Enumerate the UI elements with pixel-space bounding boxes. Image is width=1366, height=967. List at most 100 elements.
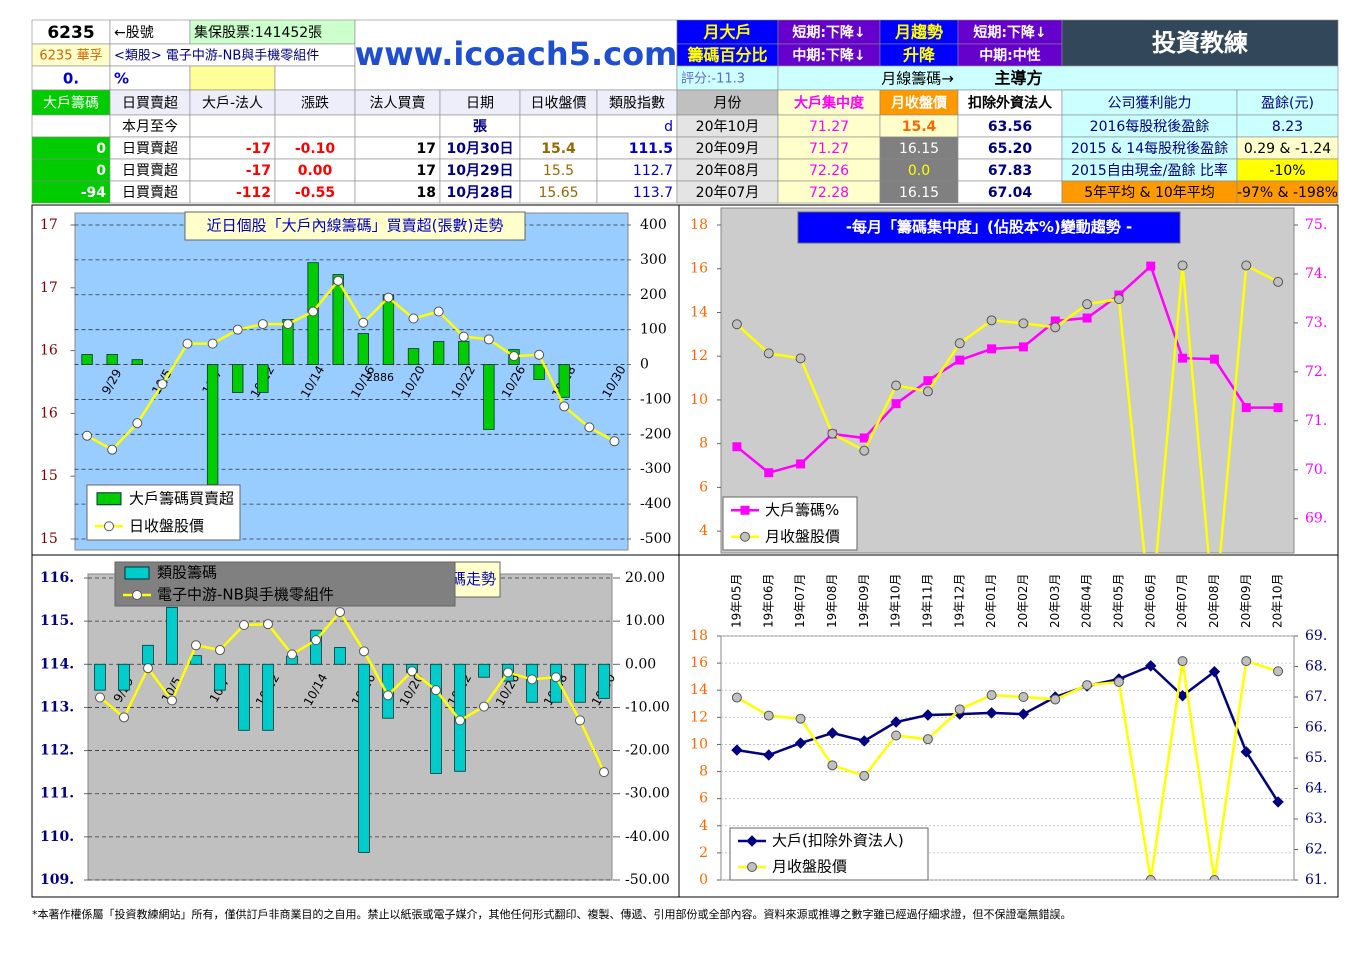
cell-text: 本月至今 [122, 119, 178, 135]
tick-label: 20.00 [625, 570, 665, 586]
cell-text: 8.23 [1272, 119, 1303, 135]
marker [1177, 656, 1188, 667]
marker [479, 701, 489, 712]
cell-bg [354, 19, 678, 91]
tick-label: -10.00 [625, 699, 670, 715]
cell-bg [189, 65, 276, 91]
marker [763, 348, 774, 359]
tick-label: 6 [699, 479, 708, 495]
tick-label: 14 [690, 304, 708, 320]
marker [923, 376, 933, 386]
tick-label: 72. [1305, 364, 1327, 380]
legend-swatch [124, 566, 150, 580]
marker [827, 428, 838, 439]
cell-text: 短期:下降↓ [792, 24, 865, 41]
bar [106, 354, 118, 365]
cell-text: 72.26 [809, 163, 849, 179]
marker [458, 331, 469, 342]
marker [407, 666, 417, 677]
cell-text: % [114, 70, 129, 88]
tick-label: 12 [690, 348, 708, 364]
cell-text: -0.55 [295, 185, 335, 201]
cell-text: 扣除外資法人 [968, 95, 1053, 112]
cell-text: -10% [1269, 163, 1305, 179]
cell-bg [777, 65, 1339, 91]
bar [94, 663, 106, 691]
bar [357, 333, 369, 365]
marker [731, 744, 743, 756]
legend-label: 大戶(扣除外資法人) [772, 832, 904, 850]
x-tick-label: 20年02月 [1016, 573, 1030, 628]
x-tick-label: 19年06月 [761, 573, 775, 628]
cell-bg [274, 65, 356, 91]
cell-text: 日買賣超 [122, 141, 178, 157]
marker [107, 444, 118, 455]
bar [574, 663, 586, 703]
cell-text: 20年10月 [696, 119, 760, 135]
legend-box [729, 827, 929, 881]
marker [795, 713, 806, 724]
x-tick-label: 20年08月 [1207, 573, 1221, 628]
marker [826, 727, 839, 739]
marker [1050, 694, 1061, 705]
marker [104, 521, 114, 532]
cell-bg [957, 19, 1063, 45]
cell-bg [354, 114, 441, 138]
marker [1113, 294, 1124, 305]
tick-label: 67. [1305, 689, 1327, 705]
marker [82, 430, 93, 441]
legend-label: 月收盤股價 [772, 858, 847, 876]
markers [731, 656, 1284, 880]
tick-label: -400 [640, 496, 671, 512]
title-box [797, 211, 1181, 244]
cell-bg [1236, 89, 1339, 116]
tick-label: 16 [690, 261, 708, 277]
tick-label: 70. [1305, 462, 1327, 478]
marker [1146, 261, 1156, 271]
marker [922, 709, 934, 721]
cell-bg [879, 89, 959, 116]
x-tick-label: 20年03月 [1048, 573, 1062, 628]
marker [1273, 403, 1283, 413]
bar [483, 364, 495, 430]
line [86, 278, 616, 452]
tick-label: 0.00 [625, 656, 656, 672]
tick-label: 400 [640, 217, 667, 233]
tick-label: 2 [699, 845, 708, 861]
legend-label: 月收盤股價 [765, 527, 840, 545]
cell-text: 中期:下降↓ [792, 47, 865, 64]
marker [383, 292, 394, 303]
cell-text: 6235 [47, 23, 94, 43]
marker [599, 767, 609, 778]
tick-label: 110. [40, 829, 74, 845]
cell-text: <類股> 電子中游-NB與手機零組件 [114, 49, 319, 64]
content: 6235 ←股號 集保股票:141452張 6235 華孚 <類股> 電子中游-NB與手… [31, 19, 1339, 888]
tick-label: 17 [40, 280, 58, 296]
tick-label: 65. [1305, 750, 1327, 766]
marker [333, 275, 344, 286]
cell-text: 15.4 [541, 141, 576, 157]
cell-text: 月大戶 [702, 23, 751, 42]
marker [1113, 676, 1124, 687]
marker [1082, 313, 1092, 323]
marker [559, 401, 570, 412]
cell-text: 0.00 [298, 163, 333, 179]
tick-label: 111. [40, 786, 74, 802]
cell-text: 10月29日 [447, 163, 514, 179]
cell-text: 67.04 [988, 185, 1033, 201]
tick-label: 66. [1305, 720, 1327, 736]
legend-swatch [96, 492, 122, 506]
marker [1176, 690, 1189, 702]
cell-text: 大戶籌碼 [43, 96, 99, 112]
tick-label: 69. [1305, 628, 1327, 644]
marker [746, 835, 758, 847]
tick-label: 16 [40, 343, 58, 359]
marker [954, 704, 965, 715]
marker [1209, 875, 1220, 880]
tick-label: -50.00 [625, 872, 670, 888]
bar [262, 663, 274, 731]
tick-label: 8 [699, 764, 708, 780]
line [736, 659, 1279, 880]
marker [731, 692, 742, 703]
marker [311, 635, 321, 646]
